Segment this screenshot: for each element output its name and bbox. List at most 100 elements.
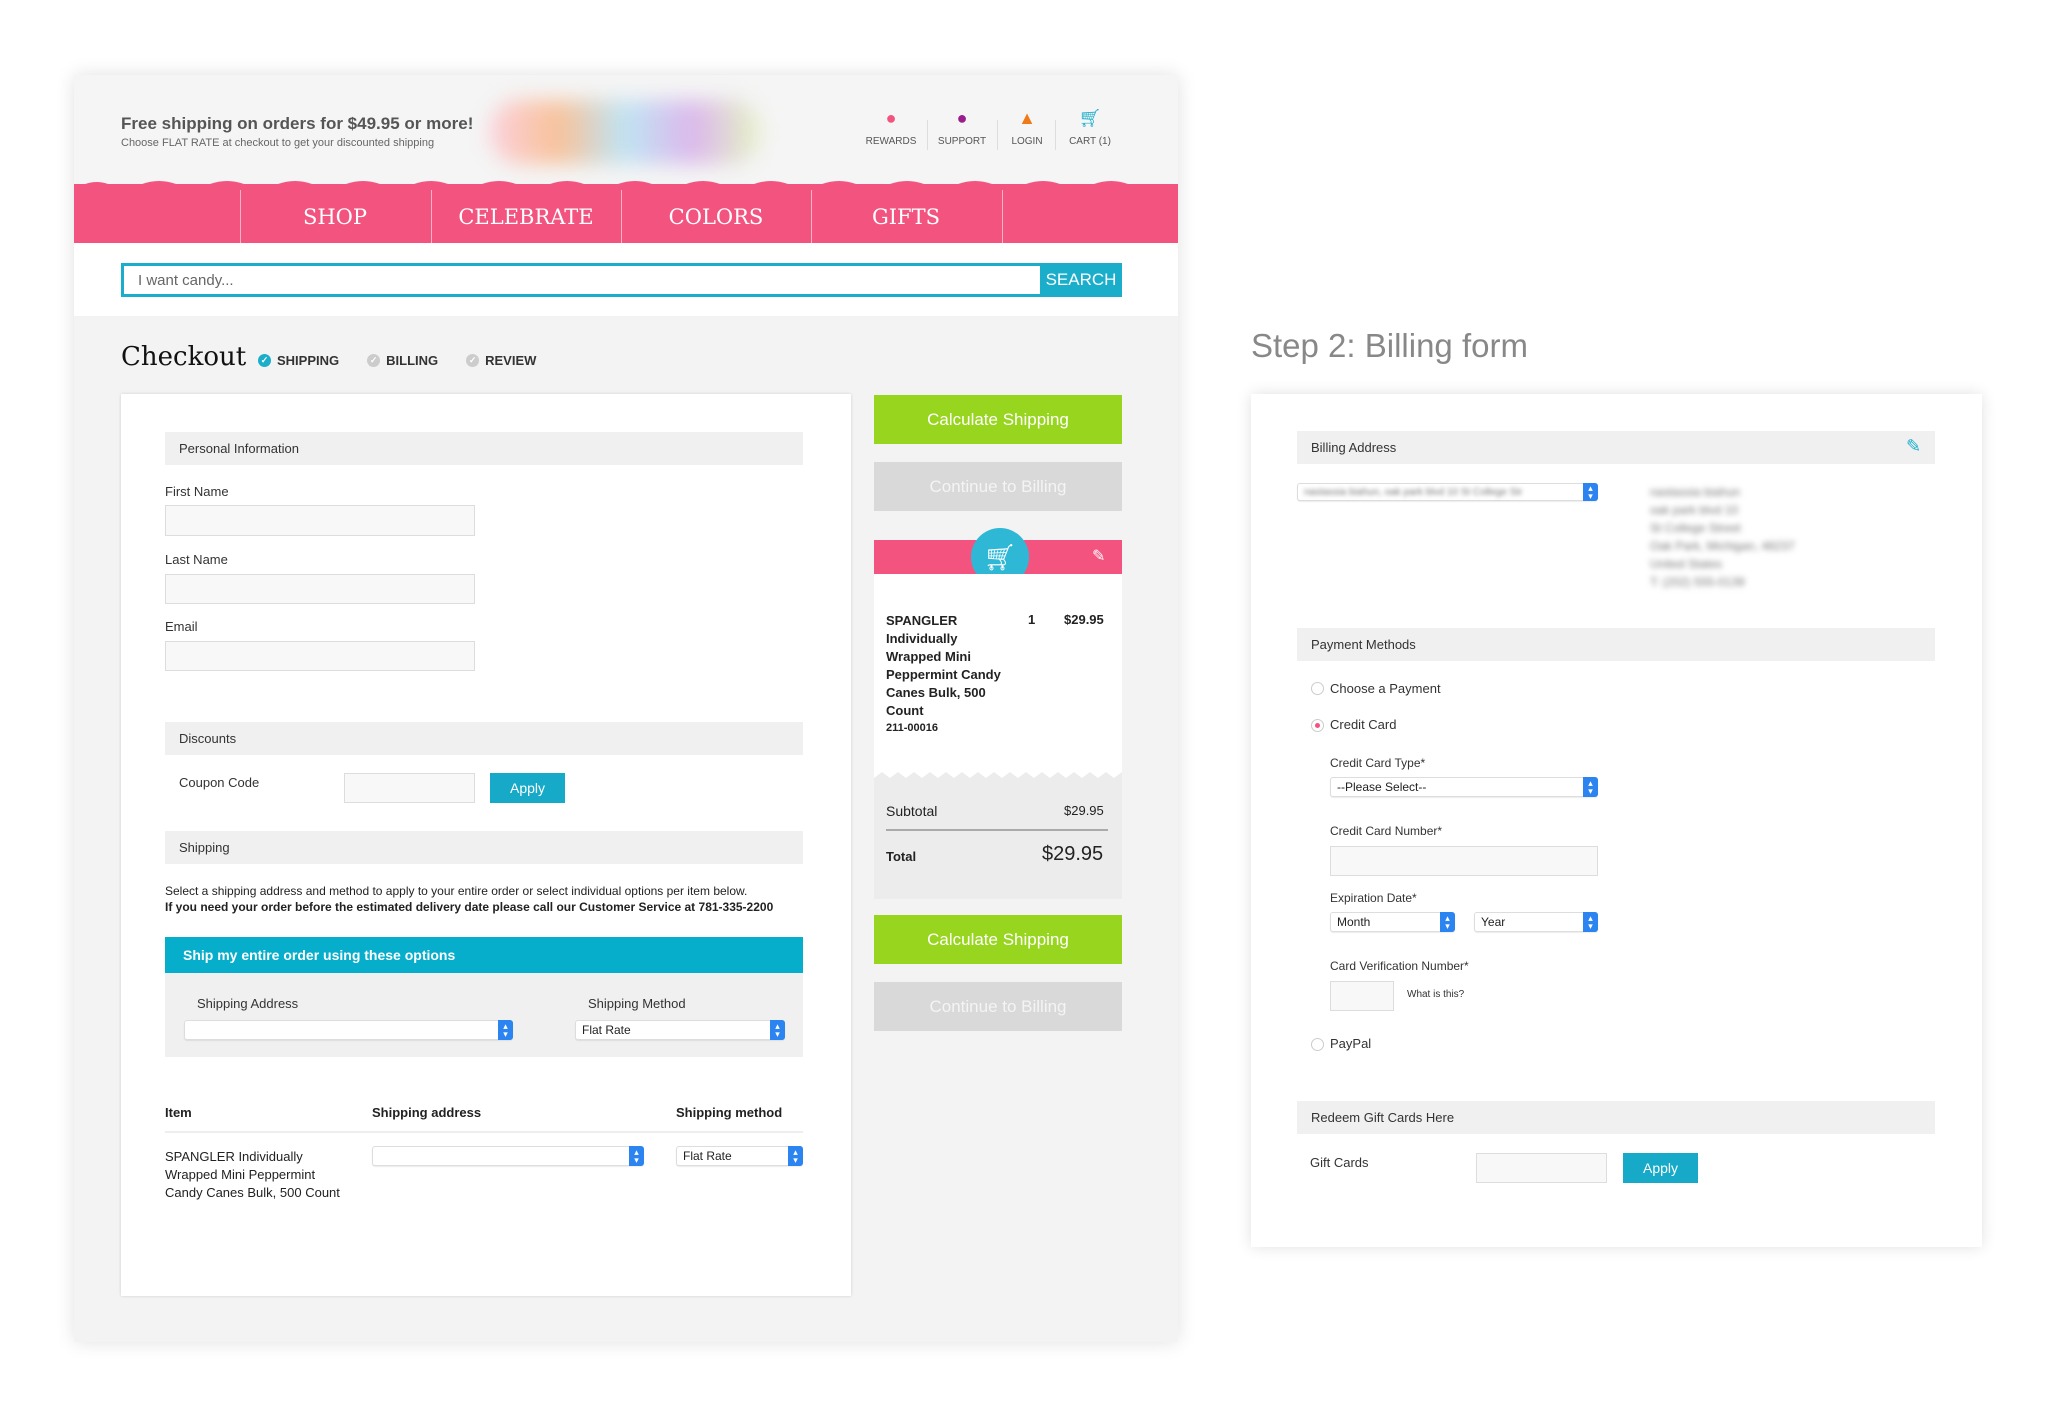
apply-gift-card-button[interactable]: Apply — [1623, 1153, 1698, 1183]
chat-bubble-icon[interactable]: ● — [956, 108, 968, 128]
cart-item-qty: 1 — [1028, 612, 1036, 627]
email-input[interactable] — [165, 641, 475, 671]
cart-item-sku: 211-00016 — [886, 722, 938, 734]
step-shipping[interactable]: ✓ SHIPPING — [258, 353, 339, 368]
calculate-shipping-button-bottom[interactable]: Calculate Shipping — [874, 915, 1122, 964]
total-value: $29.95 — [1042, 843, 1104, 865]
exp-year-select[interactable]: Year ▴ ▾ — [1474, 912, 1598, 932]
ship-all-options — [165, 973, 803, 1057]
apply-coupon-button[interactable]: Apply — [490, 773, 565, 803]
logo — [490, 100, 760, 164]
paypal-radio[interactable] — [1311, 1038, 1324, 1051]
gift-card-input[interactable] — [1476, 1153, 1607, 1183]
check-icon: ✓ — [367, 354, 381, 367]
nav-colors[interactable]: COLORS — [668, 204, 764, 229]
edit-pencil-icon[interactable]: ✎ — [1906, 436, 1922, 456]
main-nav — [74, 184, 1178, 243]
login-link[interactable]: LOGIN — [1011, 136, 1043, 147]
calculate-shipping-button[interactable]: Calculate Shipping — [874, 395, 1122, 444]
shipping-address-label: Shipping Address — [197, 996, 299, 1011]
step-title: Step 2: Billing form — [1251, 327, 1528, 364]
nav-gifts[interactable]: GIFTS — [871, 204, 941, 229]
checkout-steps: ✓ SHIPPING ✓ BILLING ✓ REVIEW — [258, 353, 536, 368]
email-label: Email — [165, 619, 198, 634]
cart-totals — [874, 786, 1122, 899]
select-arrows-icon: ▴ ▾ — [770, 1020, 785, 1040]
billing-address-header: Billing Address — [1297, 431, 1935, 464]
col-item: Item — [165, 1105, 192, 1120]
cc-type-label: Credit Card Type* — [1330, 756, 1426, 770]
cc-number-label: Credit Card Number* — [1330, 824, 1443, 838]
cvn-label: Card Verification Number* — [1330, 959, 1469, 973]
choose-payment-radio[interactable] — [1311, 682, 1324, 695]
shipping-instructions: Select a shipping address and method to … — [165, 884, 748, 898]
rewards-link[interactable]: REWARDS — [865, 136, 917, 147]
credit-card-radio[interactable] — [1311, 719, 1324, 732]
payment-methods-header: Payment Methods — [1297, 628, 1935, 661]
select-arrows-icon: ▴ ▾ — [788, 1146, 803, 1166]
last-name-input[interactable] — [165, 574, 475, 604]
expiration-label: Expiration Date* — [1330, 891, 1417, 905]
nav-celebrate[interactable]: CELEBRATE — [458, 204, 594, 229]
cart-icon[interactable]: 🛒︎ — [1078, 108, 1102, 128]
billing-address-details: nastassia biahun oak park blvd 10 St Colle… — [1650, 485, 1795, 589]
subtotal-label: Subtotal — [886, 803, 938, 819]
row-shipping-address-select[interactable]: ▴ ▾ — [372, 1146, 644, 1166]
personal-info-header: Personal Information — [165, 432, 803, 465]
cc-number-input[interactable] — [1330, 846, 1598, 876]
check-icon: ✓ — [466, 354, 480, 367]
row-item-name: SPANGLER Individually Wrapped Mini Peppe… — [165, 1149, 340, 1200]
billing-address-select[interactable]: nastassia biahun, oak park blvd 10 St Co… — [1297, 483, 1598, 501]
cart-item-area — [874, 574, 1122, 786]
cart-link[interactable]: CART (1) — [1069, 136, 1111, 147]
search-button[interactable]: SEARCH — [1040, 263, 1122, 297]
check-icon: ✓ — [258, 354, 271, 367]
select-arrows-icon: ▴ ▾ — [629, 1146, 644, 1166]
piggy-bank-icon[interactable]: ● — [885, 108, 897, 128]
last-name-label: Last Name — [165, 552, 228, 567]
gift-cards-label: Gift Cards — [1310, 1155, 1369, 1170]
shipping-method-label: Shipping Method — [588, 996, 686, 1011]
subtotal-value: $29.95 — [1064, 803, 1104, 818]
cvn-input[interactable] — [1330, 981, 1394, 1011]
page-title: Checkout — [121, 342, 247, 372]
row-shipping-method-select[interactable]: Flat Rate ▴ ▾ — [676, 1146, 803, 1166]
gift-cards-header: Redeem Gift Cards Here — [1297, 1101, 1935, 1134]
cart-item-price: $29.95 — [1064, 612, 1104, 627]
ship-all-bar: Ship my entire order using these options — [165, 937, 803, 973]
first-name-input[interactable] — [165, 505, 475, 536]
select-arrows-icon: ▴ ▾ — [1583, 912, 1598, 932]
user-icon[interactable]: ▲ — [1018, 108, 1036, 128]
search-input[interactable]: I want candy... — [121, 263, 1041, 297]
promo-subtitle: Choose FLAT RATE at checkout to get your… — [121, 137, 435, 149]
discounts-header: Discounts — [165, 722, 803, 755]
cc-type-select[interactable]: --Please Select-- ▴ ▾ — [1330, 777, 1598, 797]
shipping-notice: If you need your order before the estima… — [165, 900, 774, 914]
choose-payment-label: Choose a Payment — [1330, 681, 1441, 696]
select-arrows-icon: ▴ ▾ — [1440, 912, 1455, 932]
nav-shop[interactable]: SHOP — [302, 204, 368, 229]
exp-month-select[interactable]: Month ▴ ▾ — [1330, 912, 1455, 932]
coupon-label: Coupon Code — [179, 775, 260, 790]
continue-to-billing-button-bottom[interactable]: Continue to Billing — [874, 982, 1122, 1031]
select-arrows-icon: ▴ ▾ — [1583, 777, 1598, 797]
promo-title: Free shipping on orders for $49.95 or mo… — [121, 114, 474, 133]
continue-to-billing-button[interactable]: Continue to Billing — [874, 462, 1122, 511]
first-name-label: First Name — [165, 484, 229, 499]
edit-pencil-icon[interactable]: ✎ — [1092, 548, 1106, 565]
shipping-address-select[interactable]: ▴ ▾ — [184, 1020, 513, 1040]
select-arrows-icon: ▴ ▾ — [1583, 483, 1598, 501]
step-review[interactable]: ✓ REVIEW — [466, 353, 536, 368]
what-is-this-link[interactable]: What is this? — [1407, 989, 1465, 1000]
step-billing[interactable]: ✓ BILLING — [367, 353, 438, 368]
shipping-method-select[interactable]: Flat Rate ▴ ▾ — [575, 1020, 785, 1040]
col-shipping-address: Shipping address — [372, 1105, 482, 1120]
cart-item-name: SPANGLER Individually Wrapped Mini Peppe… — [886, 613, 1001, 718]
support-link[interactable]: SUPPORT — [937, 136, 987, 147]
credit-card-label: Credit Card — [1330, 717, 1397, 732]
shipping-header: Shipping — [165, 831, 803, 864]
coupon-input[interactable] — [344, 773, 475, 803]
paypal-label: PayPal — [1330, 1036, 1372, 1051]
select-arrows-icon: ▴ ▾ — [498, 1020, 513, 1040]
col-shipping-method: Shipping method — [676, 1105, 783, 1120]
